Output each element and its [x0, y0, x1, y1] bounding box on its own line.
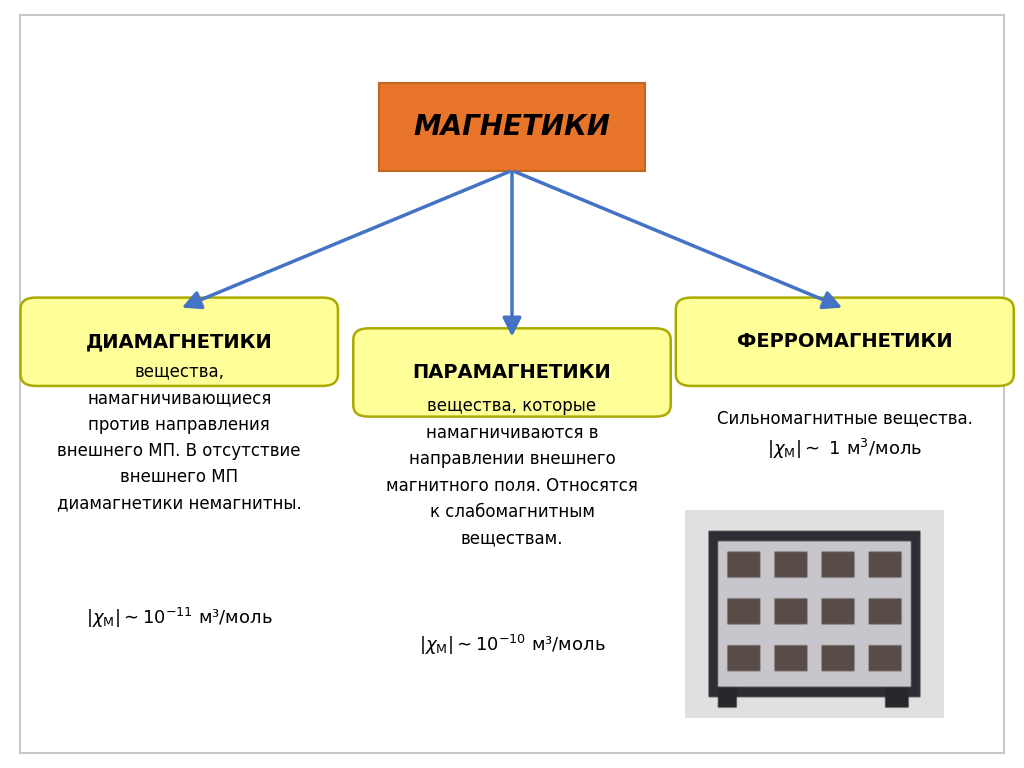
- FancyBboxPatch shape: [379, 83, 645, 171]
- Text: Сильномагнитные вещества.: Сильномагнитные вещества.: [717, 409, 973, 428]
- Text: $|\chi_\mathregular{М}|\sim$ 1 м$^3$/моль: $|\chi_\mathregular{М}|\sim$ 1 м$^3$/мол…: [767, 437, 923, 462]
- Text: вещества,
намагничивающиеся
против направления
внешнего МП. В отсутствие
внешнег: вещества, намагничивающиеся против напра…: [56, 362, 302, 513]
- FancyBboxPatch shape: [20, 15, 1004, 753]
- Text: ДИАМАГНЕТИКИ: ДИАМАГНЕТИКИ: [86, 333, 272, 351]
- Text: ФЕРРОМАГНЕТИКИ: ФЕРРОМАГНЕТИКИ: [737, 333, 952, 351]
- Text: ПАРАМАГНЕТИКИ: ПАРАМАГНЕТИКИ: [413, 363, 611, 382]
- FancyBboxPatch shape: [676, 297, 1014, 386]
- FancyBboxPatch shape: [20, 297, 338, 386]
- FancyBboxPatch shape: [353, 329, 671, 416]
- Text: МАГНЕТИКИ: МАГНЕТИКИ: [414, 113, 610, 141]
- Text: вещества, которые
намагничиваются в
направлении внешнего
магнитного поля. Относя: вещества, которые намагничиваются в напр…: [386, 397, 638, 548]
- Text: $|\chi_\mathregular{М}|\sim10^{-11}$ м³/моль: $|\chi_\mathregular{М}|\sim10^{-11}$ м³/…: [86, 606, 272, 631]
- Text: $|\chi_\mathregular{М}|\sim10^{-10}$ м³/моль: $|\chi_\mathregular{М}|\sim10^{-10}$ м³/…: [419, 633, 605, 657]
